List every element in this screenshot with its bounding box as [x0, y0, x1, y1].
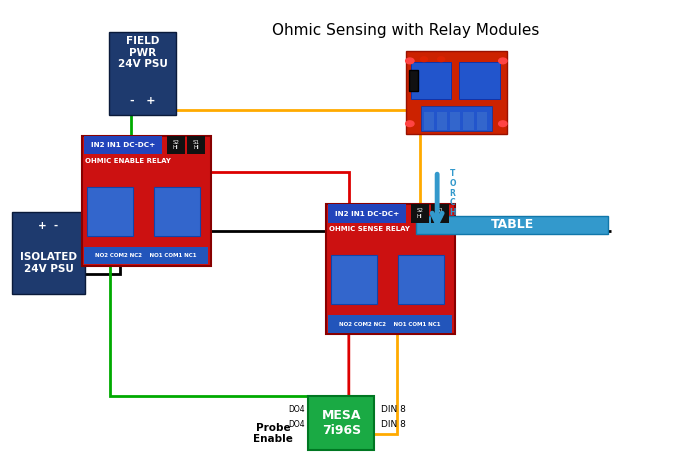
- FancyBboxPatch shape: [398, 255, 444, 304]
- Text: -   +: - +: [130, 95, 155, 105]
- FancyBboxPatch shape: [421, 106, 491, 131]
- Text: Ohmic Sensing with Relay Modules: Ohmic Sensing with Relay Modules: [272, 23, 540, 38]
- Text: T
O
R
C
H: T O R C H: [449, 169, 456, 217]
- FancyBboxPatch shape: [167, 136, 185, 154]
- Circle shape: [498, 121, 507, 126]
- Text: S1
HI: S1 HI: [193, 140, 200, 151]
- FancyBboxPatch shape: [459, 62, 500, 99]
- Circle shape: [438, 57, 444, 62]
- FancyBboxPatch shape: [406, 51, 507, 133]
- FancyBboxPatch shape: [87, 187, 133, 236]
- FancyBboxPatch shape: [188, 136, 205, 154]
- FancyBboxPatch shape: [424, 112, 434, 130]
- Text: NO2 COM2 NC2    NO1 COM1 NC1: NO2 COM2 NC2 NO1 COM1 NC1: [95, 253, 197, 258]
- FancyBboxPatch shape: [82, 136, 211, 266]
- Text: DO4: DO4: [288, 405, 304, 414]
- Text: S2
HI: S2 HI: [416, 208, 424, 219]
- FancyBboxPatch shape: [431, 204, 449, 223]
- Text: DIN 8: DIN 8: [382, 419, 406, 428]
- Text: OHMIC ENABLE RELAY: OHMIC ENABLE RELAY: [85, 158, 172, 164]
- Text: IN2 IN1 DC-DC+: IN2 IN1 DC-DC+: [91, 142, 155, 148]
- FancyBboxPatch shape: [109, 32, 176, 115]
- FancyBboxPatch shape: [411, 204, 429, 223]
- FancyBboxPatch shape: [84, 136, 162, 154]
- Text: DIN 8: DIN 8: [382, 405, 406, 414]
- Text: OHMIC SENSE RELAY: OHMIC SENSE RELAY: [330, 227, 410, 232]
- Text: Probe
Enable: Probe Enable: [253, 423, 293, 444]
- Text: DO4: DO4: [288, 419, 304, 428]
- FancyBboxPatch shape: [331, 255, 377, 304]
- Circle shape: [405, 121, 414, 126]
- Circle shape: [405, 58, 414, 64]
- FancyBboxPatch shape: [450, 112, 461, 130]
- FancyBboxPatch shape: [477, 112, 486, 130]
- Text: TABLE: TABLE: [491, 218, 533, 231]
- FancyBboxPatch shape: [416, 216, 608, 234]
- FancyBboxPatch shape: [409, 70, 418, 91]
- FancyBboxPatch shape: [154, 187, 200, 236]
- FancyBboxPatch shape: [328, 204, 405, 223]
- FancyBboxPatch shape: [308, 396, 374, 450]
- Text: +  -: + -: [38, 220, 59, 230]
- FancyBboxPatch shape: [328, 315, 452, 333]
- FancyBboxPatch shape: [411, 62, 452, 99]
- FancyBboxPatch shape: [84, 247, 209, 265]
- Text: S1
LO: S1 LO: [437, 208, 444, 219]
- Text: NO2 COM2 NC2    NO1 COM1 NC1: NO2 COM2 NC2 NO1 COM1 NC1: [340, 322, 441, 327]
- FancyBboxPatch shape: [463, 112, 473, 130]
- Text: S2
HI: S2 HI: [172, 140, 179, 151]
- FancyBboxPatch shape: [12, 211, 85, 294]
- FancyBboxPatch shape: [437, 112, 447, 130]
- Text: IN2 IN1 DC-DC+: IN2 IN1 DC-DC+: [335, 210, 399, 217]
- Text: ISOLATED
24V PSU: ISOLATED 24V PSU: [20, 252, 77, 274]
- Circle shape: [498, 58, 507, 64]
- Text: FIELD
PWR
24V PSU: FIELD PWR 24V PSU: [118, 36, 167, 69]
- Text: MESA
7i96S: MESA 7i96S: [321, 409, 361, 437]
- Circle shape: [421, 57, 428, 62]
- FancyBboxPatch shape: [326, 204, 454, 334]
